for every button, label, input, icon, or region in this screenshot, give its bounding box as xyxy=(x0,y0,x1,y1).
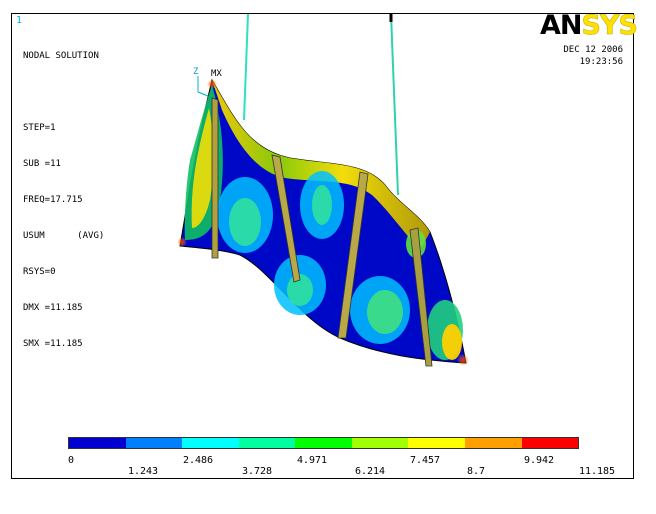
triad-z-label: Z xyxy=(193,67,199,77)
legend-label: 11.185 xyxy=(578,466,616,477)
legend-band xyxy=(125,438,183,448)
deformation-lobe xyxy=(442,324,462,360)
deformation-lobe xyxy=(367,290,403,334)
max-corner xyxy=(207,79,217,89)
cable-line xyxy=(390,13,399,196)
deformation-band-top xyxy=(212,80,430,250)
legend-band xyxy=(521,438,579,448)
max-corner xyxy=(457,354,469,366)
stiffener-rib xyxy=(211,97,219,259)
window-number: 1 xyxy=(16,15,23,26)
date-text: DEC 12 2006 xyxy=(563,45,623,55)
legend-band xyxy=(238,438,296,448)
contour-legend xyxy=(68,437,579,449)
info-line: DMX =11.185 xyxy=(23,303,83,313)
ansys-logo: ANSYS xyxy=(540,10,638,42)
legend-band xyxy=(182,438,239,448)
info-line: STEP=1 xyxy=(23,123,56,133)
info-line: SUB =11 xyxy=(23,159,61,169)
deformation-lobe xyxy=(287,274,313,306)
legend-band xyxy=(408,438,465,448)
legend-label: 7.457 xyxy=(409,455,441,466)
info-line: NODAL SOLUTION xyxy=(23,51,99,61)
stiffener-rib xyxy=(271,154,301,283)
legend-band xyxy=(295,438,352,448)
mx-label: MX xyxy=(211,69,222,79)
cable-line xyxy=(243,13,249,121)
triad-x-axis xyxy=(197,91,209,97)
stiffener-rib xyxy=(337,171,369,339)
deformation-region xyxy=(191,108,214,228)
info-line: FREQ=17.715 xyxy=(23,195,83,205)
legend-label: 9.942 xyxy=(523,455,555,466)
legend-label: 6.214 xyxy=(354,466,386,477)
solution-info: NODAL SOLUTION STEP=1 SUB =11 FREQ=17.71… xyxy=(23,26,104,362)
timestamp: DEC 12 2006 19:23:56 xyxy=(563,44,623,68)
legend-band xyxy=(464,438,522,448)
legend-band xyxy=(351,438,409,448)
deformation-lobe xyxy=(312,185,332,225)
deformation-lobe xyxy=(229,198,261,246)
info-line: SMX =11.185 xyxy=(23,339,83,349)
stiffener-rib xyxy=(409,227,433,367)
legend-label: 2.486 xyxy=(182,455,214,466)
legend-label: 8.7 xyxy=(466,466,486,477)
legend-label: 0 xyxy=(67,455,75,466)
max-corner xyxy=(177,237,187,247)
info-line: RSYS=0 xyxy=(23,267,56,277)
legend-label: 1.243 xyxy=(127,466,159,477)
time-text: 19:23:56 xyxy=(579,57,623,67)
legend-label: 4.971 xyxy=(296,455,328,466)
legend-band xyxy=(69,438,126,448)
info-line: USUM (AVG) xyxy=(23,231,105,241)
legend-label: 3.728 xyxy=(241,466,273,477)
